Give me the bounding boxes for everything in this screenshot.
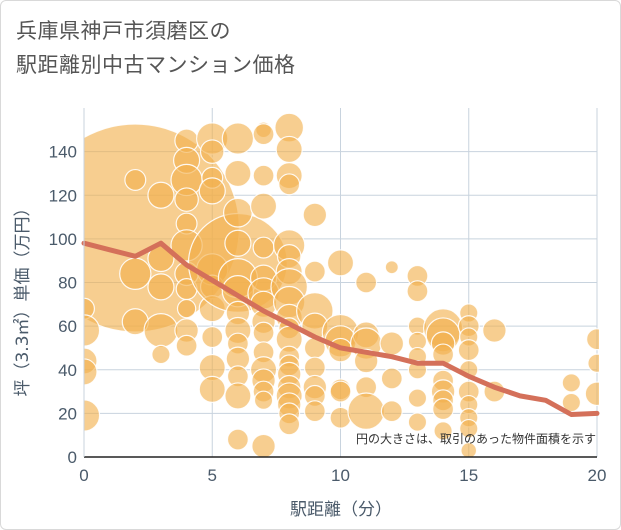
data-bubble: [143, 312, 179, 348]
trend-line-layer: [81, 240, 600, 417]
data-bubble: [253, 390, 274, 410]
x-tick-label: 15: [459, 466, 478, 485]
data-bubble: [347, 392, 385, 430]
data-bubble: [224, 382, 252, 410]
y-tick-label: 20: [58, 404, 77, 423]
data-bubble: [198, 177, 226, 205]
trend-line: [81, 240, 600, 417]
y-axis-label: 坪（3.3㎡）単価（万円）: [13, 199, 33, 396]
data-bubble: [251, 433, 276, 457]
y-tick-label: 0: [68, 448, 77, 467]
x-tick-label: 0: [79, 466, 88, 485]
data-bubble: [174, 187, 199, 212]
data-bubble: [147, 181, 175, 209]
data-bubble: [561, 373, 582, 393]
data-bubble: [176, 298, 197, 319]
data-bubble: [407, 388, 428, 408]
data-bubble: [482, 318, 507, 343]
data-bubble: [379, 331, 405, 356]
tick-labels: 0 20 40 60 80 100 120 140 0 5 10 15 20: [49, 143, 607, 485]
y-tick-label: 120: [49, 186, 77, 205]
data-bubble: [407, 412, 428, 432]
data-bubble: [199, 139, 225, 164]
data-bubble: [84, 358, 98, 386]
data-bubble: [252, 164, 275, 187]
data-bubble: [221, 122, 255, 155]
chart-title-line-2: 駅距離別中古マンション価格: [16, 53, 296, 77]
data-bubble: [584, 381, 599, 407]
data-bubble: [406, 280, 429, 303]
data-bubble: [198, 375, 226, 403]
data-bubble: [201, 326, 224, 349]
data-bubble: [124, 168, 147, 191]
data-bubble: [224, 229, 252, 257]
x-tick-label: 5: [208, 466, 217, 485]
y-tick-label: 100: [49, 230, 77, 249]
data-bubble: [459, 418, 479, 439]
data-bubble: [275, 135, 303, 164]
data-bubble: [326, 249, 355, 277]
y-tick-label: 40: [58, 361, 77, 380]
x-tick-label: 10: [331, 466, 350, 485]
data-bubble: [432, 398, 455, 421]
data-bubble: [147, 273, 175, 301]
data-bubble: [252, 321, 275, 344]
data-bubble: [302, 202, 328, 228]
data-bubble: [252, 236, 275, 259]
data-bubble: [433, 421, 453, 441]
axes: [83, 108, 597, 458]
data-bubble: [84, 297, 95, 320]
data-bubble: [303, 260, 326, 283]
data-bubble: [278, 173, 301, 196]
data-bubble: [380, 367, 403, 390]
data-bubble: [384, 260, 399, 275]
data-bubble: [249, 192, 278, 220]
data-bubble: [329, 380, 352, 403]
data-bubble: [224, 159, 252, 188]
data-bubble: [119, 257, 152, 290]
chart-title: 兵庫県神戸市須磨区の 駅距離別中古マンション価格: [16, 14, 296, 82]
chart-title-line-1: 兵庫県神戸市須磨区の: [16, 19, 231, 43]
data-bubble: [226, 428, 249, 451]
y-tick-label: 140: [49, 143, 77, 162]
data-bubble: [252, 123, 275, 146]
data-bubble: [222, 197, 253, 228]
x-tick-label: 20: [588, 466, 607, 485]
y-tick-label: 60: [58, 317, 77, 336]
y-tick-label: 80: [58, 274, 77, 293]
data-bubble: [460, 442, 478, 457]
data-bubble: [380, 400, 403, 423]
x-axis-label: 駅距離（分）: [290, 500, 392, 520]
data-bubble: [586, 328, 599, 351]
data-bubble: [355, 271, 378, 294]
size-note: 円の大きさは、取引のあった物件面積を示す: [356, 431, 596, 446]
bubble-layer: [84, 112, 599, 457]
data-bubble: [457, 339, 480, 362]
data-bubble: [151, 344, 171, 365]
data-bubble: [587, 353, 599, 373]
data-bubble: [561, 392, 582, 413]
data-bubble: [303, 356, 326, 379]
data-bubble: [303, 400, 326, 423]
data-bubble: [278, 413, 301, 436]
data-bubble: [175, 334, 198, 357]
